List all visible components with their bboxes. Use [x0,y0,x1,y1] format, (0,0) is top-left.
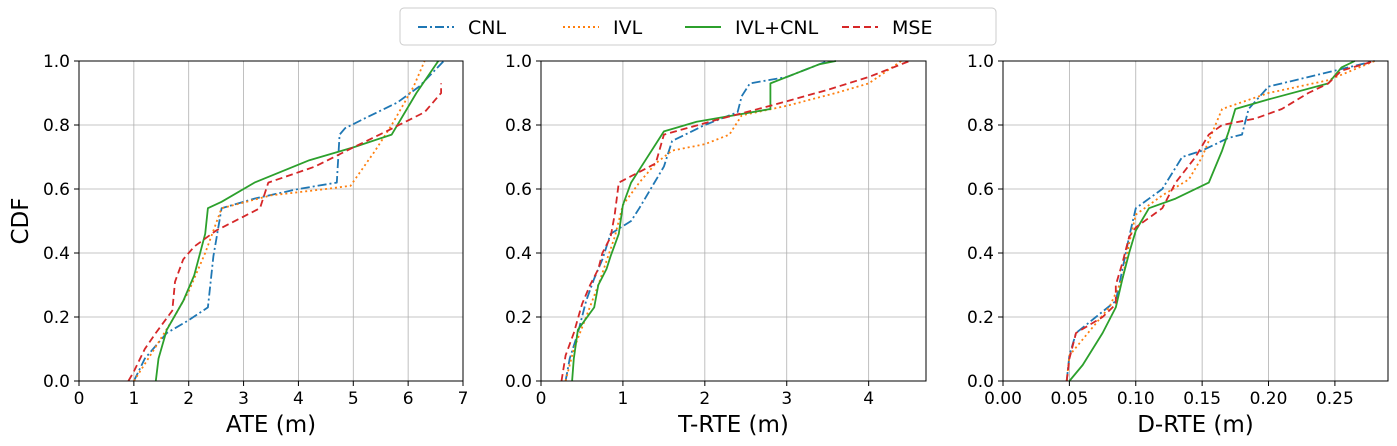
x-tick-label: 1 [618,389,629,409]
plot-frame [1002,60,1389,382]
x-tick-label: 7 [458,389,469,409]
x-axis-label: D-RTE (m) [1137,412,1254,438]
x-tick-label: 0.05 [1050,389,1088,409]
legend-label-ivl-cnl: IVL+CNL [735,17,819,39]
series-line-ivl [564,60,902,382]
series-line-ivl-cnl [154,60,440,382]
y-tick-label: 1.0 [43,52,70,72]
x-tick-label: 0.25 [1316,389,1354,409]
y-tick-label: 0.0 [967,372,994,392]
legend-label-mse: MSE [892,17,932,39]
x-tick-label: 4 [863,389,874,409]
x-tick-label: 6 [403,389,414,409]
series-line-mse [560,60,910,382]
y-tick-label: 0.4 [967,244,994,264]
series-line-cnl [1065,60,1375,382]
series-line-ivl-cnl [1068,60,1356,382]
series-line-ivl-cnl [571,60,837,382]
x-tick-label: 0.15 [1183,389,1221,409]
x-tick-label: 4 [293,389,304,409]
y-tick-label: 0.0 [43,372,70,392]
series-line-ivl [1065,60,1376,382]
y-tick-label: 1.0 [505,52,532,72]
x-tick-label: 3 [781,389,792,409]
y-axis-label: CDF [8,198,34,245]
x-tick-label: 0.10 [1117,389,1155,409]
y-tick-label: 0.8 [505,116,532,136]
y-tick-label: 0.8 [967,116,994,136]
x-tick-label: 0 [74,389,85,409]
plot-frame [78,60,464,382]
legend-label-cnl: CNL [468,17,506,39]
x-tick-label: 0.20 [1250,389,1288,409]
y-tick-label: 0.6 [505,180,532,200]
chart-panel-1: 0 1 2 3 4 5 6 7 0.0 0.2 0.4 0.6 0.8 1.0 ATE (m) CDF [8,52,468,438]
x-tick-label: 1 [128,389,139,409]
x-axis-label: T-RTE (m) [677,412,789,438]
chart-panel-2: 0 1 2 3 4 0.0 0.2 0.4 0.6 0.8 1.0 T-RTE (m) [505,52,927,438]
y-tick-label: 0.8 [43,116,70,136]
series-line-ivl [133,60,426,382]
x-tick-label: 5 [348,389,359,409]
series-line-mse [1065,60,1375,382]
y-tick-label: 0.4 [505,244,532,264]
x-tick-label: 0.00 [984,389,1022,409]
series-line-mse [127,83,443,382]
x-tick-label: 0 [536,389,547,409]
y-tick-label: 0.2 [505,308,532,328]
series-line-cnl [133,60,445,382]
plot-frame [540,60,927,382]
x-tick-label: 2 [183,389,194,409]
y-tick-label: 1.0 [967,52,994,72]
x-tick-label: 2 [699,389,710,409]
y-tick-label: 0.4 [43,244,70,264]
legend-label-ivl: IVL [613,17,643,39]
y-tick-label: 0.6 [43,180,70,200]
y-tick-label: 0.0 [505,372,532,392]
y-tick-label: 0.2 [967,308,994,328]
series-line-cnl [564,60,829,382]
chart-panel-3: 0.00 0.05 0.10 0.15 0.20 0.25 0.0 0.2 0.4 0.6 0.8 1… [967,52,1389,438]
y-tick-label: 0.2 [43,308,70,328]
x-tick-label: 3 [238,389,249,409]
x-axis-label: ATE (m) [226,412,316,438]
legend: CNL IVL IVL+CNL MSE [399,7,997,46]
y-tick-label: 0.6 [967,180,994,200]
